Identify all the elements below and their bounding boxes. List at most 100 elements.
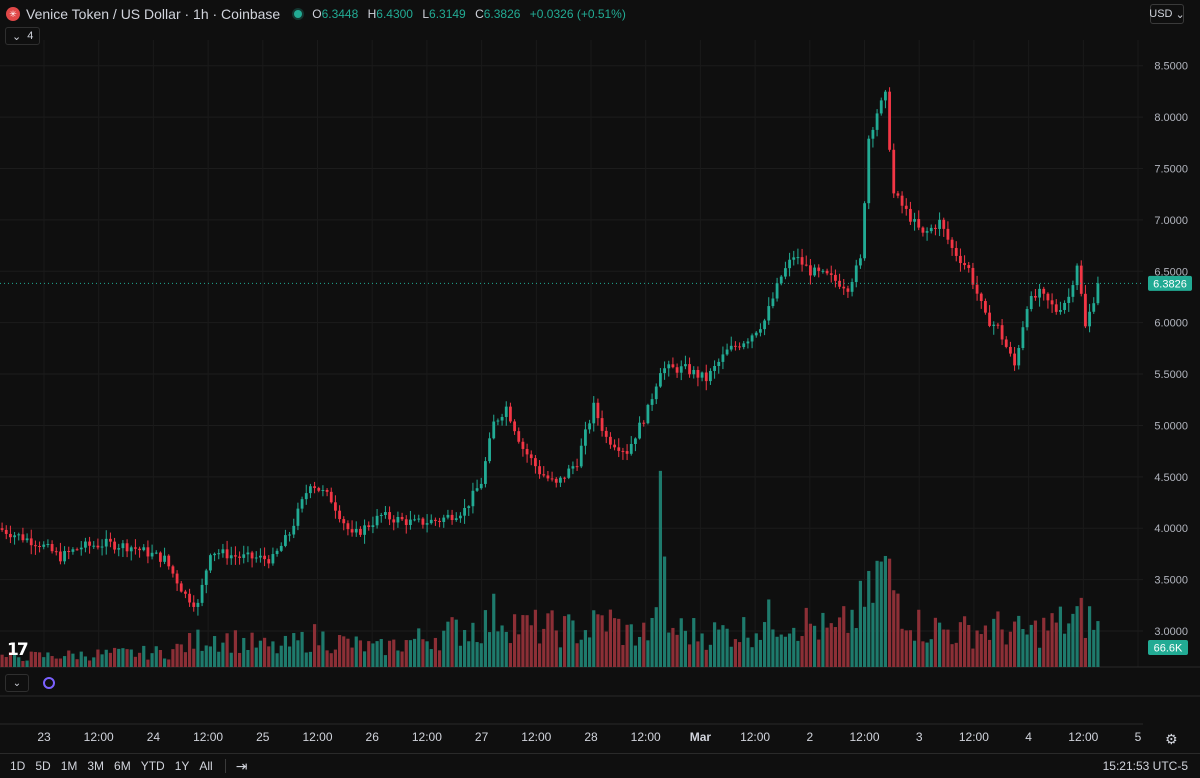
candle-body	[925, 231, 929, 233]
sync-icon[interactable]	[43, 677, 55, 689]
range-button-5d[interactable]: 5D	[35, 759, 51, 773]
volume-bar	[971, 648, 975, 667]
x-tick-label: 5	[1135, 730, 1142, 744]
candle-body	[984, 301, 987, 313]
y-tick-label: 4.5000	[1154, 472, 1188, 484]
range-button-1d[interactable]: 1D	[10, 759, 26, 773]
candle-body	[996, 324, 1000, 326]
candle-body	[842, 286, 846, 289]
volume-bar	[187, 633, 192, 667]
volume-bar	[975, 630, 979, 667]
candle-body	[892, 149, 896, 194]
volume-bar	[800, 636, 804, 667]
candle-body	[100, 546, 104, 548]
volume-bar	[737, 642, 742, 667]
candle-body	[59, 551, 62, 562]
candle-body	[879, 100, 883, 114]
range-button-1m[interactable]: 1M	[60, 759, 78, 773]
currency-selector[interactable]: USD ⌄	[1149, 4, 1185, 24]
clock[interactable]: 15:21:53 UTC-5	[1102, 759, 1188, 773]
candle-body	[421, 518, 425, 525]
candle-body	[375, 515, 379, 526]
candle-body	[413, 519, 416, 521]
volume-bar	[171, 649, 175, 667]
candle-body	[154, 552, 158, 554]
volume-bar	[871, 602, 875, 667]
y-tick-label: 5.0000	[1154, 420, 1188, 432]
candle-body	[250, 552, 254, 559]
candle-body	[825, 270, 829, 274]
volume-bar	[842, 606, 846, 667]
range-button-6m[interactable]: 6M	[114, 759, 131, 773]
time-axis[interactable]: 23 12:00 24 12:00 25 12:00 26 12:00 27 12:00 28 12:…	[37, 730, 1141, 744]
volume-bar	[162, 658, 167, 667]
volume-bar	[92, 657, 96, 667]
candle-body	[717, 361, 721, 367]
volume-bar	[442, 630, 446, 667]
volume-bar	[1000, 629, 1004, 667]
candle-body	[963, 263, 966, 266]
date-range-calendar-icon[interactable]: ⇥	[235, 757, 248, 774]
venice-token-logo-icon: ✳	[6, 7, 20, 21]
candle-body	[1029, 296, 1033, 310]
range-button-ytd[interactable]: YTD	[140, 759, 165, 773]
volume-bar	[629, 624, 633, 667]
x-tick-label: 23	[37, 730, 51, 744]
volume-bar	[917, 609, 921, 667]
candle-body	[659, 373, 662, 387]
volume-bar	[250, 632, 254, 667]
volume-bar	[267, 646, 271, 667]
tradingview-logo-icon[interactable]: 17	[7, 640, 29, 660]
candle-body	[0, 528, 4, 530]
chart-settings-gear-icon[interactable]: ⚙	[1165, 731, 1178, 747]
indicators-toggle-button[interactable]: ⌄ 4	[5, 27, 41, 45]
volume-bar	[354, 636, 358, 667]
volume-bar	[592, 610, 596, 667]
volume-bar	[496, 631, 500, 667]
range-button-all[interactable]: All	[199, 759, 213, 773]
range-button-1y[interactable]: 1Y	[174, 759, 190, 773]
collapse-pane-button[interactable]: ⌄	[5, 674, 29, 692]
candle-body	[646, 404, 650, 424]
candle-body	[496, 420, 500, 422]
candle-body	[554, 478, 558, 483]
volume-bar	[321, 631, 325, 667]
candle-body	[729, 345, 733, 350]
candle-body	[954, 247, 958, 256]
volume-bar	[317, 645, 321, 667]
candle-body	[1025, 309, 1029, 328]
candle-body	[1009, 346, 1012, 354]
candle-body	[625, 451, 629, 454]
candle-body	[192, 602, 196, 607]
candle-body	[292, 525, 296, 535]
candle-body	[875, 113, 879, 130]
volume-bar	[733, 639, 738, 667]
candle-body	[938, 219, 941, 229]
volume-bar	[8, 652, 13, 667]
symbol-title[interactable]: Venice Token / US Dollar · 1h · Coinbase	[26, 6, 281, 22]
volume-bar	[846, 632, 850, 667]
low-value: 6.3149	[429, 7, 466, 21]
candle-body	[175, 573, 179, 584]
candle-body	[650, 399, 654, 405]
volume-bar	[350, 647, 354, 667]
volume-bar	[200, 650, 204, 667]
price-axis[interactable]: 8.5000 8.0000 7.5000 7.0000 6.5000 6.0000 5.50…	[1154, 61, 1188, 638]
candle-body	[1046, 293, 1050, 301]
candle-body	[1096, 283, 1100, 304]
candle-body	[492, 421, 496, 439]
volume-bar	[233, 630, 238, 667]
candle-body	[942, 219, 946, 229]
candle-body	[667, 364, 671, 369]
candle-body	[396, 517, 400, 523]
candle-body	[1013, 353, 1016, 366]
volume-bar	[67, 650, 71, 667]
high-value: 6.4300	[376, 7, 413, 21]
range-button-3m[interactable]: 3M	[87, 759, 105, 773]
volume-bar	[25, 660, 29, 667]
candle-body	[784, 268, 787, 277]
volume-bar	[1050, 613, 1054, 667]
candle-body	[1084, 293, 1087, 327]
volume-bar	[746, 637, 750, 667]
